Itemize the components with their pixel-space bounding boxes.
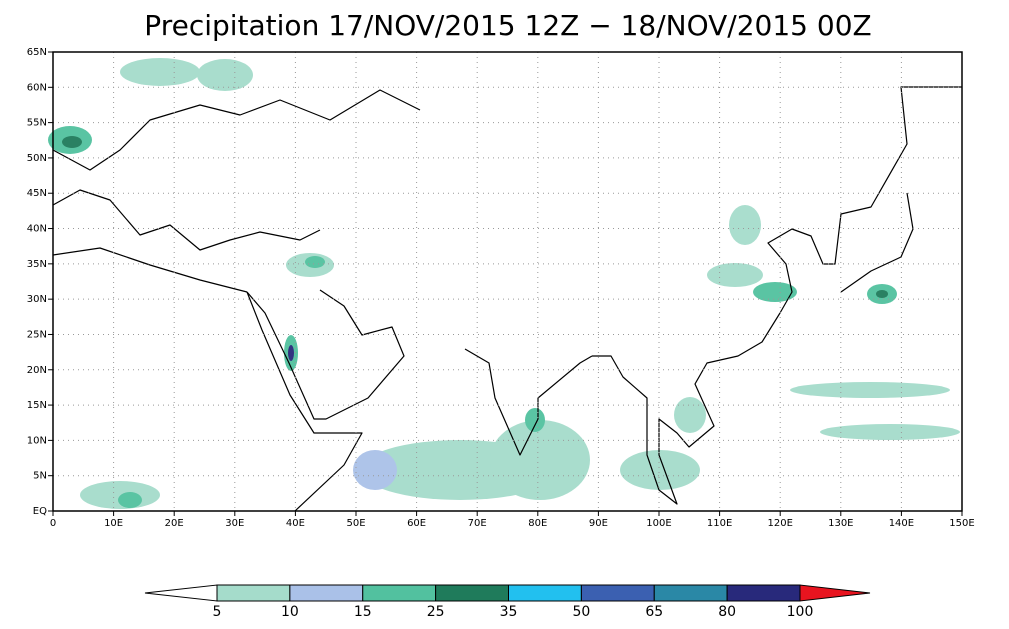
colorbar-box: [653, 584, 728, 602]
x-tick-label: 90E: [589, 518, 608, 529]
precipitation-shading: [48, 58, 960, 509]
colorbar-box: [580, 584, 655, 602]
precip-area: [353, 450, 397, 490]
y-tick-label: 30N: [27, 294, 47, 305]
precip-area: [490, 420, 590, 500]
colorbar-label: 80: [718, 604, 736, 620]
precip-area: [118, 492, 142, 508]
x-tick-label: 70E: [468, 518, 487, 529]
colorbar-label: 15: [354, 604, 372, 620]
y-tick-label: 35N: [27, 259, 47, 270]
y-tick-label: 65N: [27, 47, 47, 58]
colorbar-box: [508, 584, 582, 602]
colorbar-box: [435, 584, 509, 602]
precip-area: [305, 256, 325, 268]
x-tick-label: 110E: [707, 518, 732, 529]
colorbar-label: 35: [500, 604, 518, 620]
map-area: [48, 51, 963, 512]
map-title: Precipitation 17/NOV/2015 12Z − 18/NOV/2…: [144, 9, 871, 42]
colorbar-label: 65: [645, 604, 663, 620]
coastline: [246, 289, 405, 420]
colorbar-box: [726, 584, 801, 602]
precip-area: [820, 424, 960, 440]
colorbar-over-arrow: [799, 584, 871, 602]
coastline: [52, 189, 321, 293]
precip-area: [674, 397, 706, 433]
precip-area: [876, 290, 888, 298]
y-tick-label: 15N: [27, 400, 47, 411]
colorbar-label: 25: [427, 604, 445, 620]
y-tick-label: 5N: [33, 471, 47, 482]
x-tick-label: 40E: [286, 518, 305, 529]
y-tick-label: EQ: [33, 506, 47, 517]
colorbar-box: [216, 584, 291, 602]
precip-area: [120, 58, 200, 86]
x-tick-label: 150E: [949, 518, 974, 529]
coastline: [52, 89, 421, 171]
precip-area: [62, 136, 82, 148]
y-tick-label: 20N: [27, 365, 47, 376]
precip-area: [525, 408, 545, 432]
x-tick-label: 140E: [889, 518, 914, 529]
map-frame: [52, 51, 963, 512]
coastline: [246, 291, 363, 512]
precip-area: [620, 450, 700, 490]
precip-area: [707, 263, 763, 287]
colorbar-label: 50: [572, 604, 590, 620]
x-tick-label: 80E: [528, 518, 547, 529]
precip-area: [790, 382, 950, 398]
colorbar-under-arrow: [144, 584, 218, 602]
x-tick-label: 130E: [828, 518, 853, 529]
y-tick-label: 50N: [27, 153, 47, 164]
precip-area: [729, 205, 761, 245]
precip-area: [753, 282, 797, 302]
x-tick-label: 100E: [646, 518, 671, 529]
x-tick-label: 20E: [165, 518, 184, 529]
colorbar-box: [362, 584, 437, 602]
coastline: [464, 348, 593, 456]
y-tick-label: 25N: [27, 329, 47, 340]
y-tick-label: 60N: [27, 82, 47, 93]
x-tick-label: 120E: [767, 518, 792, 529]
colorbar-label: 100: [787, 604, 814, 620]
precip-area: [80, 481, 160, 509]
y-tick-label: 40N: [27, 224, 47, 235]
colorbar-label: 10: [281, 604, 299, 620]
colorbar: 5 10 15 25 35 50 65 80 100: [144, 584, 871, 620]
precip-area: [197, 59, 253, 91]
y-tick-label: 45N: [27, 188, 47, 199]
x-tick-label: 60E: [407, 518, 426, 529]
coastline: [592, 86, 962, 505]
x-tick-label: 0: [50, 518, 56, 529]
colorbar-label: 5: [213, 604, 222, 620]
precip-area: [288, 345, 294, 361]
y-tick-label: 55N: [27, 118, 47, 129]
colorbar-box: [289, 584, 364, 602]
x-tick-label: 10E: [104, 518, 123, 529]
x-tick-label: 50E: [346, 518, 365, 529]
y-tick-label: 10N: [27, 435, 47, 446]
x-tick-label: 30E: [225, 518, 244, 529]
